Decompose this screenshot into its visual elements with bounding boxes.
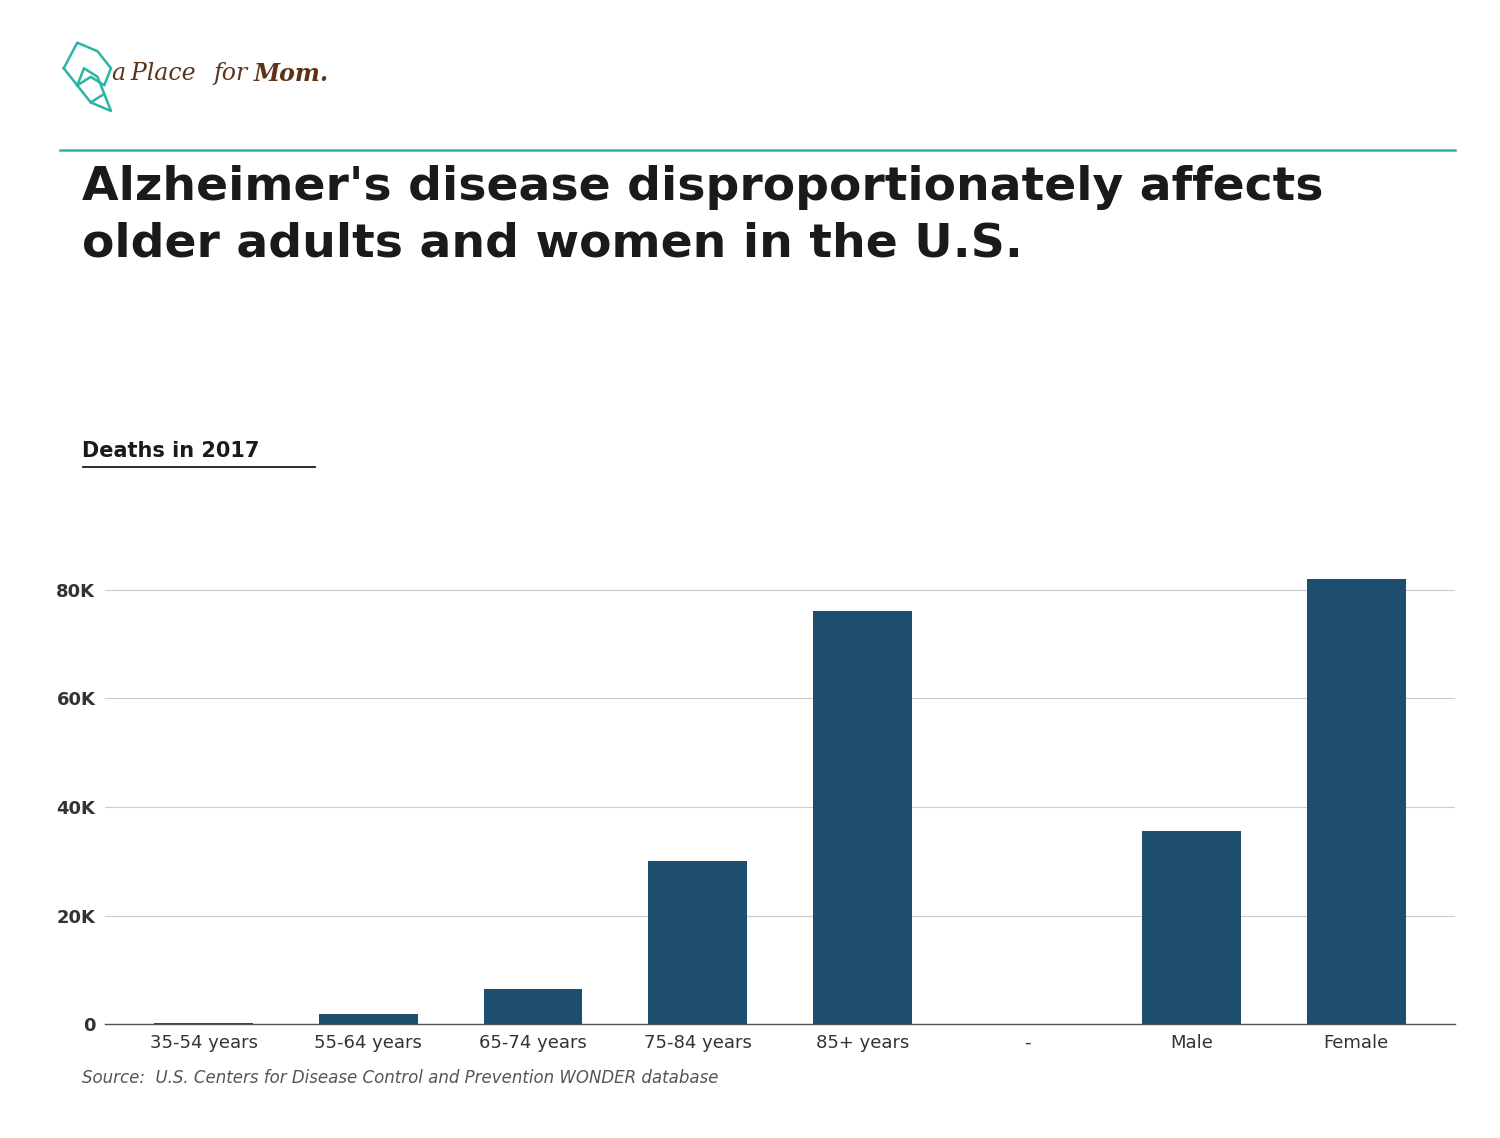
Bar	[1306, 579, 1406, 1024]
Text: older adults and women in the U.S.: older adults and women in the U.S.	[82, 222, 1023, 267]
Bar	[813, 611, 912, 1024]
Text: a Place: a Place	[112, 63, 201, 85]
Bar	[154, 1023, 254, 1024]
Text: Deaths in 2017: Deaths in 2017	[82, 440, 260, 461]
Text: Alzheimer's disease disproportionately affects: Alzheimer's disease disproportionately a…	[82, 165, 1324, 211]
Bar	[648, 861, 747, 1024]
Bar	[1142, 832, 1240, 1024]
Text: Source:  U.S. Centers for Disease Control and Prevention WONDER database: Source: U.S. Centers for Disease Control…	[82, 1069, 718, 1087]
Text: Mom.: Mom.	[254, 61, 328, 86]
Text: for: for	[213, 63, 248, 85]
Bar	[483, 989, 582, 1024]
Bar	[320, 1014, 419, 1024]
